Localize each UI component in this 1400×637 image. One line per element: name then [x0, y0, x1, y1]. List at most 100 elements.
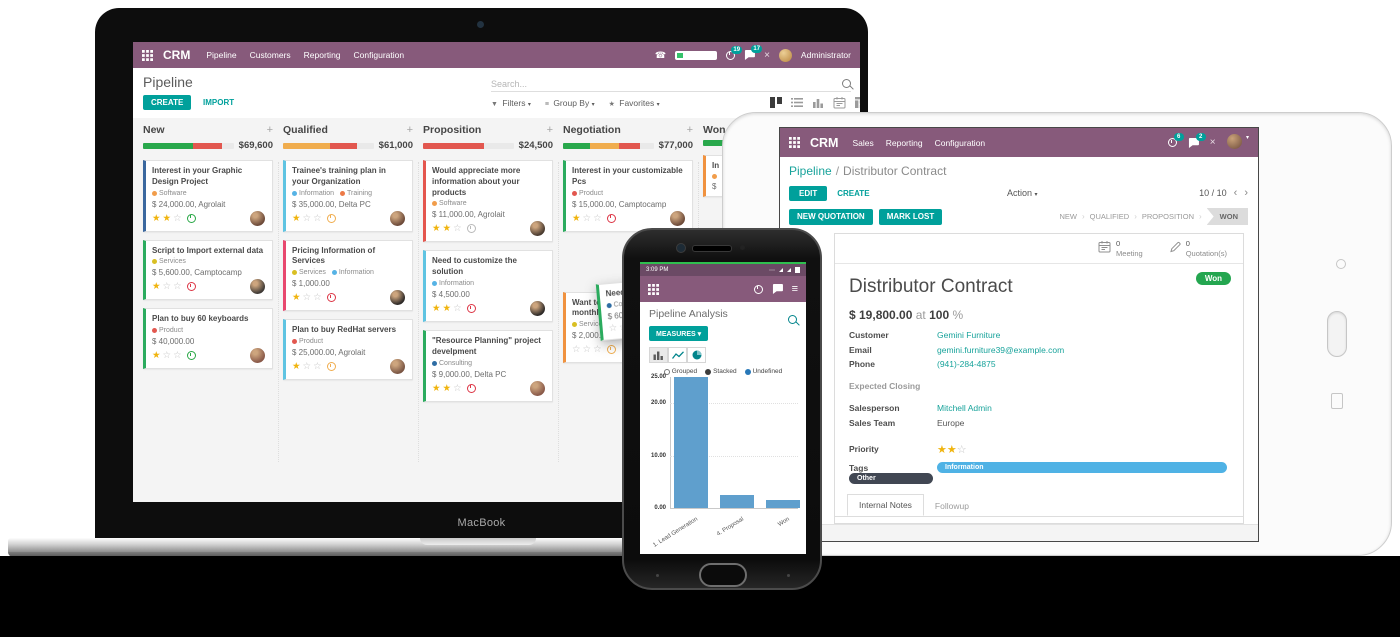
priority-star[interactable]: ☆ — [162, 281, 172, 293]
menu-item[interactable]: Sales — [852, 137, 874, 148]
priority-star[interactable]: ★ — [292, 212, 301, 224]
priority-star[interactable]: ★ — [442, 302, 452, 314]
column-progressbar[interactable] — [283, 142, 374, 149]
activity-clock-icon[interactable] — [186, 282, 196, 292]
avatar[interactable] — [390, 290, 405, 306]
priority-star[interactable]: ☆ — [302, 212, 312, 224]
close-icon[interactable]: × — [764, 49, 770, 61]
legend-item[interactable]: Stacked — [705, 368, 737, 375]
priority-star[interactable]: ☆ — [593, 212, 602, 224]
apps-menu-icon[interactable] — [142, 49, 153, 61]
menu-key-icon[interactable] — [787, 574, 790, 577]
activity-clock-icon[interactable] — [466, 224, 476, 234]
kanban-card[interactable]: Script to Import external data Services $ … — [143, 239, 273, 301]
view-list-icon[interactable] — [791, 97, 803, 108]
priority-star[interactable]: ☆ — [582, 212, 592, 224]
mark-lost-button[interactable]: MARK LOST — [878, 208, 943, 225]
user-menu[interactable]: ▾ — [1226, 133, 1249, 152]
stat-button-meeting[interactable]: 0 Meeting — [1098, 239, 1143, 258]
priority-star[interactable]: ★ — [152, 350, 161, 362]
priority-star[interactable]: ★ — [292, 292, 301, 304]
priority-star[interactable]: ★ — [432, 223, 441, 235]
chart-type-pie-button[interactable] — [687, 347, 706, 363]
activity-clock-icon[interactable] — [466, 383, 476, 393]
activity-clock-icon[interactable] — [326, 361, 336, 371]
avatar[interactable] — [778, 48, 792, 62]
avatar[interactable] — [390, 358, 405, 374]
search-icon[interactable] — [788, 311, 797, 329]
priority-star[interactable]: ★ — [292, 360, 301, 372]
priority-star[interactable]: ☆ — [453, 223, 462, 235]
priority-star[interactable]: ★ — [162, 212, 172, 224]
search-input[interactable]: Search... — [491, 76, 851, 92]
priority-star[interactable]: ★ — [152, 212, 161, 224]
priority-star[interactable]: ☆ — [313, 292, 322, 304]
priority-star[interactable]: ☆ — [173, 350, 182, 362]
hamburger-menu-icon[interactable]: ≡ — [791, 283, 798, 295]
priority-star[interactable]: ★ — [442, 382, 452, 394]
voip-phone-icon[interactable]: ☎ — [654, 49, 667, 60]
priority-stars[interactable]: ★★☆ — [937, 440, 1231, 458]
view-graph-icon[interactable] — [812, 97, 824, 108]
groupby-menu[interactable]: ≡ Group By ▾ — [544, 98, 595, 108]
view-pivot-icon[interactable] — [855, 97, 860, 108]
kanban-card[interactable]: Trainee's training plan in your Organiza… — [283, 160, 413, 232]
menu-item[interactable]: Reporting — [885, 137, 923, 148]
avatar[interactable] — [250, 348, 265, 364]
kanban-card[interactable]: Would appreciate more information about … — [423, 160, 553, 243]
create-button[interactable]: CREATE — [143, 95, 192, 110]
import-button[interactable]: IMPORT — [203, 98, 235, 107]
menu-item[interactable]: Customers — [249, 50, 291, 60]
tablet-home-button[interactable] — [1327, 311, 1347, 357]
priority-star[interactable]: ☆ — [582, 344, 592, 356]
chart-type-bar-button[interactable] — [649, 347, 668, 363]
breadcrumb-parent[interactable]: Pipeline — [789, 164, 832, 178]
pager-prev-icon[interactable]: ‹ — [1233, 187, 1238, 199]
priority-star[interactable]: ☆ — [453, 302, 462, 314]
chart-bar[interactable] — [674, 377, 708, 508]
priority-star[interactable]: ☆ — [313, 360, 322, 372]
kanban-card[interactable]: Interest in your Graphic Design Project S… — [143, 160, 273, 232]
priority-star[interactable]: ☆ — [302, 292, 312, 304]
avatar[interactable] — [390, 210, 405, 226]
column-progressbar[interactable] — [423, 142, 514, 149]
priority-star[interactable]: ☆ — [956, 443, 967, 456]
activities-icon[interactable]: 19 — [726, 45, 743, 60]
tab-internal-notes[interactable]: Internal Notes — [847, 494, 924, 516]
avatar[interactable] — [530, 300, 545, 316]
activity-clock-icon[interactable] — [466, 303, 476, 313]
field-value[interactable]: Mitchell Admin — [937, 403, 992, 413]
apps-menu-icon[interactable] — [648, 283, 659, 295]
user-name[interactable]: Administrator — [800, 50, 851, 60]
kanban-card[interactable]: Plan to buy RedHat servers Product $ 25,00… — [283, 319, 413, 380]
activity-clock-icon[interactable] — [186, 351, 196, 361]
priority-star[interactable]: ☆ — [593, 344, 602, 356]
search-icon[interactable] — [842, 79, 851, 88]
priority-star[interactable]: ☆ — [608, 322, 618, 335]
messages-icon[interactable]: 2 — [1188, 132, 1206, 148]
kanban-card[interactable]: Interest in your customizable Pcs Product… — [563, 160, 693, 232]
add-column-record-icon[interactable]: + — [406, 124, 413, 136]
kanban-card[interactable]: Plan to buy 60 keyboards Product $ 40,000.… — [143, 308, 273, 370]
back-key-icon[interactable] — [656, 574, 659, 577]
pager-next-icon[interactable]: › — [1244, 187, 1248, 199]
stage-item[interactable]: QUALIFIED — [1089, 212, 1130, 221]
avatar[interactable] — [530, 221, 545, 237]
menu-item[interactable]: Pipeline — [206, 50, 237, 60]
tag-pill[interactable]: Information — [937, 462, 1227, 473]
activities-icon[interactable] — [753, 284, 763, 294]
stage-item-active[interactable]: WON — [1206, 208, 1248, 225]
activity-clock-icon[interactable] — [326, 293, 336, 303]
menu-item[interactable]: Reporting — [303, 50, 341, 60]
priority-star[interactable]: ☆ — [302, 360, 312, 372]
add-column-record-icon[interactable]: + — [546, 124, 553, 136]
menu-item[interactable]: Configuration — [934, 137, 986, 148]
stat-button-quotations[interactable]: 0 Quotation(s) — [1169, 239, 1227, 258]
view-calendar-icon[interactable] — [833, 96, 846, 109]
priority-star[interactable]: ★ — [946, 443, 957, 456]
field-value[interactable]: (941)-284-4875 — [937, 359, 996, 369]
chart-bar[interactable] — [720, 494, 754, 508]
priority-star[interactable]: ☆ — [313, 212, 322, 224]
view-kanban-icon[interactable] — [770, 97, 782, 108]
kanban-card[interactable]: Pricing Information of Services Services I… — [283, 239, 413, 312]
